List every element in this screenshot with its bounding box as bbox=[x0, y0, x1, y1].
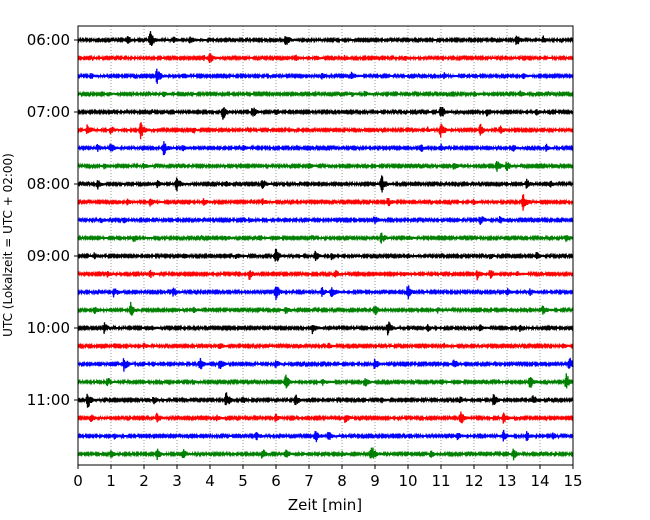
plot-frame bbox=[77, 25, 574, 466]
x-tick-label: 5 bbox=[238, 472, 248, 490]
x-tick-label: 3 bbox=[172, 472, 182, 490]
trace-row bbox=[77, 392, 574, 408]
x-tick-label: 14 bbox=[530, 472, 549, 490]
trace-row bbox=[77, 373, 574, 389]
trace-row bbox=[77, 215, 574, 225]
trace-row bbox=[77, 357, 574, 372]
y-tick-label: 08:00 bbox=[27, 175, 70, 193]
trace-row bbox=[77, 68, 574, 85]
plot-background bbox=[78, 26, 573, 465]
x-tick-label: 8 bbox=[337, 472, 347, 490]
trace-row bbox=[77, 321, 574, 336]
trace-row bbox=[77, 175, 574, 193]
y-tick-label: 09:00 bbox=[27, 247, 70, 265]
x-tick-label: 13 bbox=[497, 472, 516, 490]
trace-row bbox=[77, 90, 574, 98]
trace-row bbox=[77, 248, 574, 262]
x-axis-label: Zeit [min] bbox=[288, 496, 362, 514]
trace-row bbox=[77, 301, 574, 316]
trace-row bbox=[77, 31, 574, 47]
x-tick-label: 9 bbox=[370, 472, 380, 490]
trace-row bbox=[77, 160, 574, 172]
trace-row bbox=[77, 53, 574, 64]
trace-row bbox=[77, 194, 574, 211]
y-axis-ticks: 06:00 07:00 08:00 09:00 10:00 11:00 bbox=[27, 31, 78, 409]
y-axis-label: UTC (Lokalzeit = UTC + 02:00) bbox=[1, 153, 15, 337]
x-tick-label: 4 bbox=[205, 472, 215, 490]
x-tick-label: 2 bbox=[139, 472, 149, 490]
x-tick-label: 10 bbox=[398, 472, 417, 490]
trace-row bbox=[77, 285, 574, 301]
x-tick-label: 7 bbox=[304, 472, 314, 490]
trace-row bbox=[77, 342, 574, 350]
y-tick-label: 06:00 bbox=[27, 31, 70, 49]
x-tick-label: 15 bbox=[563, 472, 582, 490]
seismogram-traces bbox=[77, 31, 574, 461]
y-tick-label: 11:00 bbox=[27, 391, 70, 409]
trace-row bbox=[77, 122, 574, 140]
trace-row bbox=[77, 447, 574, 461]
y-tick-label: 07:00 bbox=[27, 103, 70, 121]
y-tick-label: 10:00 bbox=[27, 319, 70, 337]
x-tick-label: 6 bbox=[271, 472, 281, 490]
trace-row bbox=[77, 141, 574, 156]
trace-row bbox=[77, 429, 574, 443]
x-grid bbox=[110, 26, 541, 465]
trace-row bbox=[77, 269, 574, 281]
x-tick-label: 11 bbox=[431, 472, 450, 490]
x-tick-label: 0 bbox=[73, 472, 83, 490]
trace-row bbox=[77, 232, 574, 244]
x-tick-label: 1 bbox=[106, 472, 116, 490]
trace-row bbox=[77, 411, 574, 424]
x-axis-ticks: 0 1 2 3 4 5 6 7 8 9 10 11 12 13 14 15 bbox=[73, 465, 583, 490]
trace-row bbox=[77, 106, 574, 120]
x-tick-label: 12 bbox=[464, 472, 483, 490]
